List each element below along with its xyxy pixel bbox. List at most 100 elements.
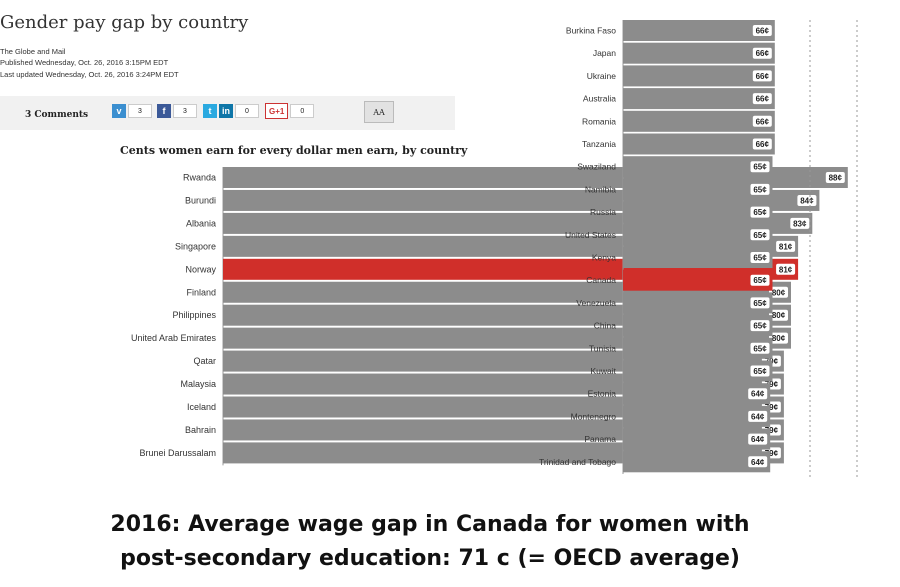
bar-united-states <box>623 224 773 246</box>
linkedin-share[interactable]: in 0 <box>219 104 259 118</box>
value-label-panama: 64¢ <box>751 435 765 444</box>
bar-russia <box>623 201 773 223</box>
category-label-burkina-faso: Burkina Faso <box>566 26 616 36</box>
facebook-count: 3 <box>173 104 197 118</box>
facebook-share[interactable]: f 3 <box>157 104 197 118</box>
value-label-box-rwanda <box>825 172 845 183</box>
category-label-china: China <box>594 321 616 331</box>
value-label-box-burundi <box>797 194 817 206</box>
value-label-box-estonia <box>748 388 768 400</box>
gplus-count: 0 <box>290 104 315 118</box>
linkedin-count: 0 <box>235 104 259 118</box>
value-label-united-states: 65¢ <box>753 231 767 240</box>
value-label-venezuela: 65¢ <box>753 299 767 308</box>
value-label-albania: 83¢ <box>793 219 807 228</box>
value-label-tanzania: 66¢ <box>756 140 770 149</box>
value-label-box-australia <box>752 93 772 105</box>
category-label-venezuela: Venezuela <box>576 298 616 308</box>
updated-date: Last updated Wednesday, Oct. 26, 2016 3:… <box>0 70 179 79</box>
category-label-montenegro: Montenegro <box>571 411 617 421</box>
value-label-box-trinidad-and-tobago <box>748 456 768 468</box>
comments-link[interactable]: 3 Comments <box>25 110 89 120</box>
value-label-malaysia: 79¢ <box>765 380 779 389</box>
category-label-kuwait: Kuwait <box>590 366 616 376</box>
value-label-kuwait: 65¢ <box>753 367 767 376</box>
bar-trinidad-and-tobago <box>623 451 771 473</box>
category-label-bahrain: Bahrain <box>185 425 216 435</box>
category-label-japan: Japan <box>593 48 616 58</box>
value-label-ukraine: 66¢ <box>756 72 770 81</box>
value-label-box-china <box>750 320 770 332</box>
category-label-tanzania: Tanzania <box>582 139 616 149</box>
category-label-iceland: Iceland <box>187 402 216 412</box>
category-label-singapore: Singapore <box>175 241 216 251</box>
category-label-namibia: Namibia <box>585 184 616 194</box>
value-label-box-ukraine <box>752 70 772 82</box>
value-label-box-russia <box>750 206 770 218</box>
value-label-box-japan <box>752 47 772 59</box>
value-label-trinidad-and-tobago: 64¢ <box>751 458 765 467</box>
bar-venezuela <box>623 292 773 314</box>
bar-japan <box>623 42 775 64</box>
value-label-box-swaziland <box>750 161 770 173</box>
bar-ukraine <box>623 65 775 87</box>
category-label-ukraine: Ukraine <box>587 71 617 81</box>
value-label-united-arab-emirates: 80¢ <box>772 334 786 343</box>
value-label-box-romania <box>752 115 772 127</box>
value-label-brunei-darussalam: 79¢ <box>765 449 779 458</box>
value-label-box-tanzania <box>752 138 772 150</box>
value-label-finland: 80¢ <box>772 288 786 297</box>
value-label-tunisia: 65¢ <box>753 344 767 353</box>
category-label-brunei-darussalam: Brunei Darussalam <box>139 448 216 458</box>
value-label-iceland: 79¢ <box>765 403 779 412</box>
bar-kenya <box>623 247 773 268</box>
value-label-box-finland <box>769 286 788 298</box>
category-label-united-arab-emirates: United Arab Emirates <box>131 333 217 343</box>
value-label-burundi: 84¢ <box>800 196 814 205</box>
category-label-romania: Romania <box>582 116 616 126</box>
font-size-button[interactable]: AA <box>364 101 394 123</box>
value-label-box-namibia <box>750 183 770 195</box>
value-label-box-montenegro <box>748 410 768 422</box>
value-label-bahrain: 79¢ <box>765 426 779 435</box>
value-label-singapore: 81¢ <box>779 242 793 251</box>
category-label-finland: Finland <box>186 287 216 297</box>
value-label-canada: 65¢ <box>753 276 767 285</box>
gplus-icon: G+1 <box>265 103 289 119</box>
bar-swaziland <box>623 156 773 178</box>
article-source: The Globe and Mail <box>0 47 66 56</box>
category-label-malaysia: Malaysia <box>180 379 216 389</box>
category-label-trinidad-and-tobago: Trinidad and Tobago <box>539 457 616 467</box>
value-label-china: 65¢ <box>753 322 767 331</box>
category-label-australia: Australia <box>583 94 616 104</box>
gplus-share[interactable]: G+1 0 <box>265 103 315 119</box>
value-label-philippines: 80¢ <box>772 311 786 320</box>
value-label-box-kuwait <box>750 365 770 377</box>
twitter-share[interactable]: t <box>203 104 217 118</box>
bar-romania <box>623 110 775 132</box>
value-label-box-philippines <box>769 309 788 321</box>
article-title: Gender pay gap by country <box>0 12 249 33</box>
bar-estonia <box>623 383 771 405</box>
category-label-tunisia: Tunisia <box>589 343 616 353</box>
caption-line-1: 2016: Average wage gap in Canada for wom… <box>110 512 750 537</box>
value-label-namibia: 65¢ <box>753 185 767 194</box>
category-label-qatar: Qatar <box>193 356 216 366</box>
value-label-kenya: 65¢ <box>753 254 767 263</box>
value-label-box-panama <box>748 433 768 445</box>
value-label-box-kenya <box>750 252 770 263</box>
value-label-box-canada <box>750 274 770 286</box>
category-label-rwanda: Rwanda <box>183 173 216 183</box>
bar-tanzania <box>623 133 775 155</box>
vimeo-share[interactable]: v 3 <box>112 104 152 118</box>
value-label-russia: 65¢ <box>753 208 767 217</box>
value-label-estonia: 64¢ <box>751 390 765 399</box>
bar-canada <box>623 269 773 291</box>
value-label-box-norway <box>776 263 796 275</box>
vimeo-count: 3 <box>128 104 152 118</box>
category-label-estonia: Estonia <box>588 389 617 399</box>
value-label-box-albania <box>790 217 810 229</box>
category-label-panama: Panama <box>584 434 616 444</box>
value-label-australia: 66¢ <box>756 95 770 104</box>
value-label-rwanda: 88¢ <box>829 174 843 183</box>
